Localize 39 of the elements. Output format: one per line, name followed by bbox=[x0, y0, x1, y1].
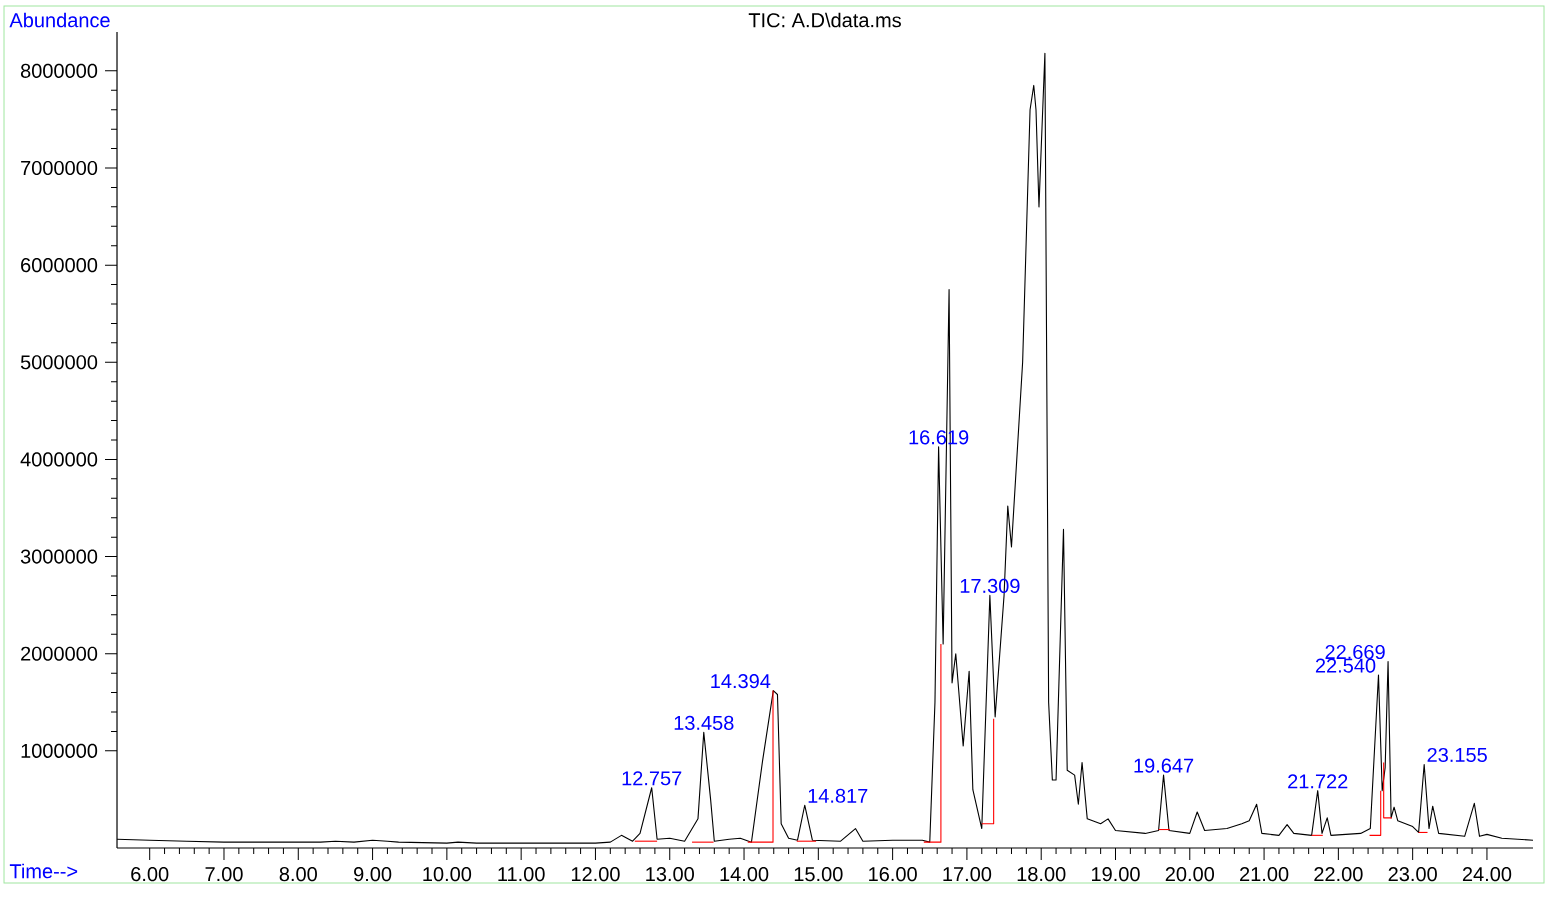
x-tick-label: 18.00 bbox=[1017, 867, 1066, 882]
annotation: 19.647 bbox=[1134, 758, 1194, 773]
x-tick-label: 22.00 bbox=[1314, 867, 1363, 882]
x-axis-title: Time--> bbox=[9, 863, 78, 879]
x-tick-label: 23.00 bbox=[1388, 867, 1437, 882]
x-tick-label: 21.00 bbox=[1240, 867, 1289, 882]
annotation: 12.757 bbox=[622, 771, 682, 786]
y-axis-title: Abundance bbox=[9, 12, 110, 28]
x-tick-label: 12.00 bbox=[571, 867, 620, 882]
y-tick-label: 2000000 bbox=[21, 646, 98, 661]
x-tick-label: 17.00 bbox=[943, 867, 992, 882]
y-tick-label: 6000000 bbox=[21, 258, 98, 273]
annotation: 14.817 bbox=[808, 788, 868, 803]
annotation: 23.155 bbox=[1427, 747, 1487, 763]
x-tick-label: 24.00 bbox=[1462, 867, 1512, 882]
y-tick-label: 7000000 bbox=[21, 160, 98, 176]
x-tick-label: 14.00 bbox=[720, 867, 769, 882]
y-tick-label: 8000000 bbox=[20, 63, 98, 78]
annotation: 22.669 bbox=[1325, 644, 1385, 660]
y-tick-label: 3000000 bbox=[20, 549, 98, 564]
annotation: 22.540 bbox=[1315, 658, 1376, 673]
x-tick-label: 19.00 bbox=[1092, 867, 1140, 882]
x-tick-label: 10.00 bbox=[423, 867, 472, 882]
y-tick-label: 5000000 bbox=[20, 355, 98, 370]
x-tick-label: 7.00 bbox=[205, 867, 243, 882]
x-tick-label: 13.00 bbox=[646, 867, 694, 882]
x-tick-label: 8.00 bbox=[279, 867, 317, 882]
x-tick-label: 15.00 bbox=[794, 867, 843, 882]
annotation: 21.722 bbox=[1288, 774, 1348, 789]
annotation: 13.458 bbox=[674, 715, 734, 730]
annotation: 14.394 bbox=[711, 674, 771, 689]
x-tick-label: 6.00 bbox=[131, 867, 169, 882]
x-tick-label: 11.00 bbox=[498, 867, 545, 882]
x-tick-label: 16.00 bbox=[869, 867, 917, 882]
y-tick-label: 1000000 bbox=[21, 743, 98, 758]
x-tick-label: 20.00 bbox=[1165, 867, 1215, 882]
chart-title: TIC: A.D\data.ms bbox=[748, 12, 901, 28]
y-tick-label: 4000000 bbox=[20, 452, 98, 467]
x-tick-label: 9.00 bbox=[354, 867, 392, 882]
